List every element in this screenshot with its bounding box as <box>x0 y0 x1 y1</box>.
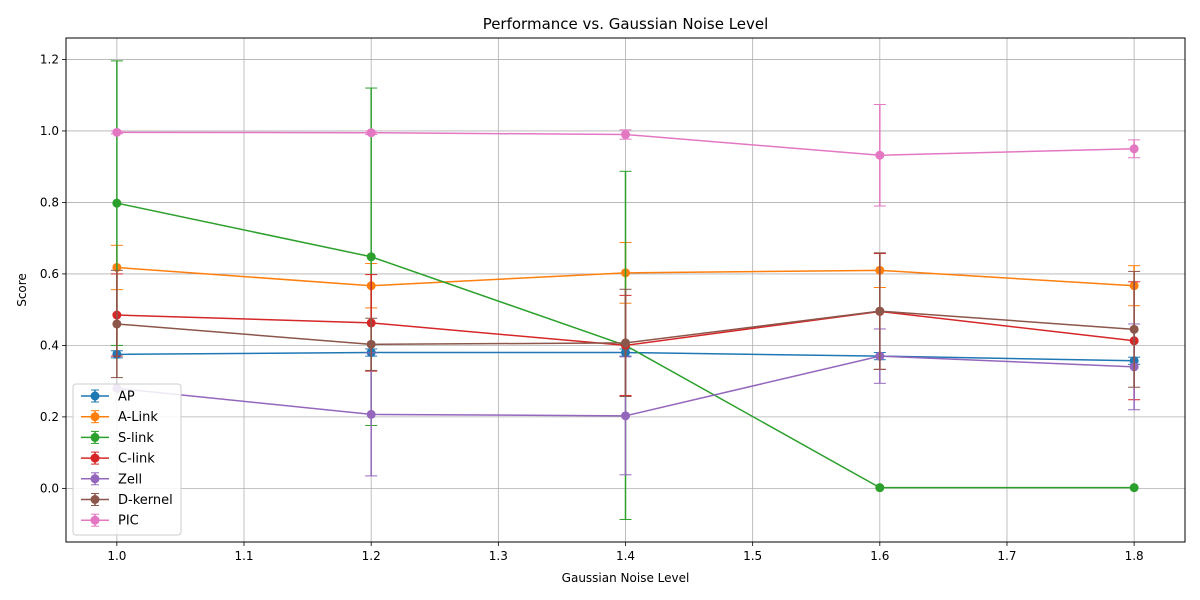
data-point <box>875 150 885 160</box>
series-layer <box>110 60 1141 520</box>
legend-item: D-kernel <box>81 493 173 508</box>
y-tick-label: 1.2 <box>40 52 59 66</box>
x-axis-label: Gaussian Noise Level <box>562 571 690 585</box>
x-axis-ticks: 1.0 1.1 1.2 1.3 1.4 1.5 1.6 1.7 1.8 <box>107 542 1144 563</box>
data-point <box>621 130 630 140</box>
x-tick-label: 1.1 <box>234 549 253 563</box>
legend-label: C-link <box>118 452 155 467</box>
data-point <box>621 338 630 348</box>
x-tick-label: 1.2 <box>362 549 381 563</box>
legend-marker <box>90 391 100 401</box>
legend-item: PIC <box>81 513 139 529</box>
data-point <box>1129 144 1139 154</box>
legend-box <box>72 383 182 536</box>
x-tick-label: 1.6 <box>870 549 889 563</box>
legend-label: A-Link <box>118 410 158 425</box>
y-tick-label: 0.6 <box>40 267 59 281</box>
x-tick-label: 1.5 <box>743 549 762 563</box>
y-axis-label: Score <box>15 273 29 307</box>
y-tick-label: 1.0 <box>40 124 59 138</box>
data-point <box>112 198 122 208</box>
legend-label: D-kernel <box>118 493 173 508</box>
legend-marker <box>90 474 100 484</box>
legend-marker <box>90 453 100 463</box>
legend-item: A-Link <box>81 410 158 425</box>
data-point <box>875 306 885 316</box>
legend-label: S-link <box>118 431 154 446</box>
data-point <box>875 483 885 493</box>
x-tick-label: 1.0 <box>107 549 126 563</box>
legend: AP A-Link S-link C-link Zell D-kernel PIC <box>72 383 182 536</box>
data-point <box>366 339 376 349</box>
y-tick-label: 0.4 <box>40 338 59 352</box>
legend-marker <box>90 495 100 504</box>
data-point <box>366 409 376 419</box>
series-d-kernel <box>110 252 1141 398</box>
legend-label: AP <box>118 390 135 405</box>
chart-title: Performance vs. Gaussian Noise Level <box>483 15 769 33</box>
legend-label: PIC <box>118 514 139 529</box>
x-tick-label: 1.8 <box>1125 549 1144 563</box>
x-tick-label: 1.3 <box>489 549 508 563</box>
legend-item: C-link <box>81 451 155 467</box>
legend-marker <box>90 432 100 442</box>
legend-item: AP <box>81 389 135 405</box>
x-tick-label: 1.4 <box>616 549 635 563</box>
data-point <box>112 319 122 329</box>
legend-label: Zell <box>118 472 142 487</box>
series-pic <box>110 103 1141 207</box>
data-point <box>366 128 376 138</box>
data-point <box>112 127 122 137</box>
y-axis-ticks: 0.0 0.2 0.4 0.6 0.8 1.0 1.2 <box>40 52 66 495</box>
data-point <box>621 411 630 421</box>
legend-marker <box>90 412 100 422</box>
y-tick-label: 0.0 <box>40 481 59 495</box>
legend-item: S-link <box>81 430 154 446</box>
legend-marker <box>90 515 100 525</box>
data-point <box>1129 324 1139 334</box>
x-tick-label: 1.7 <box>997 549 1016 563</box>
y-tick-label: 0.8 <box>40 195 59 209</box>
y-tick-label: 0.2 <box>40 410 59 424</box>
data-point <box>1129 483 1139 493</box>
legend-item: Zell <box>81 472 142 487</box>
data-point <box>366 252 376 262</box>
